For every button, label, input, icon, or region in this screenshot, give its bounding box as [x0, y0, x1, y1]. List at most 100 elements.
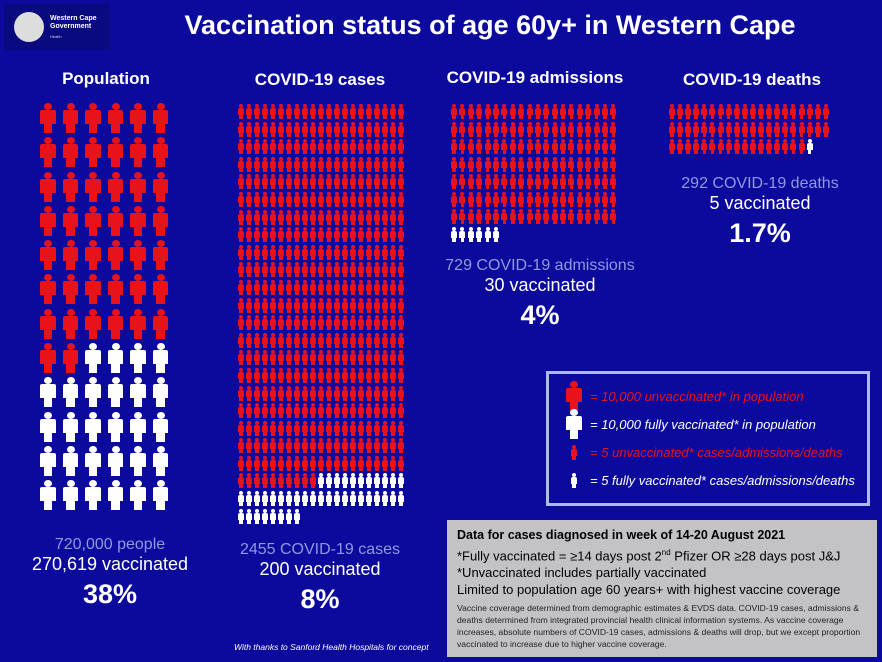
person-unvaccinated-icon — [374, 191, 380, 207]
person-unvaccinated-icon — [318, 209, 324, 225]
person-unvaccinated-icon — [602, 104, 609, 119]
person-unvaccinated-icon — [278, 403, 284, 419]
person-unvaccinated-icon — [286, 279, 292, 295]
person-unvaccinated-icon — [270, 455, 276, 471]
person-unvaccinated-icon — [342, 104, 348, 119]
person-unvaccinated-icon — [509, 139, 516, 154]
person-vaccinated-icon — [278, 491, 284, 507]
notes-small-print: Vaccine coverage determined from demogra… — [457, 603, 861, 650]
person-unvaccinated-icon — [318, 455, 324, 471]
person-unvaccinated-icon — [246, 403, 252, 419]
person-unvaccinated-icon — [526, 174, 533, 189]
person-unvaccinated-icon — [677, 139, 684, 154]
person-unvaccinated-icon — [334, 315, 340, 331]
cases-icon-grid — [238, 104, 406, 524]
person-unvaccinated-icon — [61, 308, 81, 339]
person-unvaccinated-icon — [61, 205, 81, 236]
cases-heading: COVID-19 cases — [254, 70, 386, 89]
person-unvaccinated-icon — [106, 103, 126, 133]
person-unvaccinated-icon — [238, 209, 244, 225]
person-unvaccinated-icon — [270, 367, 276, 383]
person-unvaccinated-icon — [398, 191, 404, 207]
person-unvaccinated-icon — [254, 350, 260, 366]
person-unvaccinated-icon — [350, 156, 356, 172]
person-unvaccinated-icon — [551, 209, 558, 224]
person-unvaccinated-icon — [484, 209, 491, 224]
person-unvaccinated-icon — [551, 121, 558, 137]
deaths-vaccinated: 5 vaccinated — [709, 193, 811, 213]
person-unvaccinated-icon — [382, 350, 388, 366]
legend: = 10,000 unvaccinated* in population = 1… — [546, 371, 870, 506]
person-unvaccinated-icon — [467, 209, 474, 224]
person-unvaccinated-icon — [326, 297, 332, 313]
person-unvaccinated-icon — [350, 438, 356, 454]
person-unvaccinated-icon — [543, 156, 550, 172]
person-unvaccinated-icon — [246, 367, 252, 383]
legend-text: = 10,000 unvaccinated* in population — [590, 388, 804, 404]
person-unvaccinated-icon — [374, 297, 380, 313]
person-unvaccinated-icon — [278, 121, 284, 137]
person-unvaccinated-icon — [534, 121, 541, 137]
person-unvaccinated-icon — [334, 367, 340, 383]
person-unvaccinated-icon — [238, 104, 244, 119]
person-unvaccinated-icon — [278, 139, 284, 155]
person-unvaccinated-icon — [286, 367, 292, 383]
person-unvaccinated-icon — [83, 103, 103, 133]
person-unvaccinated-icon — [543, 121, 550, 137]
person-vaccinated-icon — [451, 226, 457, 242]
person-unvaccinated-icon — [366, 227, 372, 243]
person-unvaccinated-icon — [38, 137, 58, 168]
person-unvaccinated-icon — [451, 209, 457, 224]
person-unvaccinated-icon — [342, 209, 348, 225]
person-unvaccinated-icon — [451, 174, 457, 189]
person-unvaccinated-icon — [278, 244, 284, 260]
person-vaccinated-icon — [390, 473, 396, 489]
person-unvaccinated-icon — [382, 227, 388, 243]
person-unvaccinated-icon — [366, 279, 372, 295]
person-unvaccinated-icon — [270, 121, 276, 137]
person-unvaccinated-icon — [318, 438, 324, 454]
person-unvaccinated-icon — [484, 174, 491, 189]
person-unvaccinated-icon — [518, 121, 525, 137]
person-unvaccinated-icon — [358, 174, 364, 190]
person-unvaccinated-icon — [286, 209, 292, 225]
person-unvaccinated-icon — [382, 139, 388, 155]
person-unvaccinated-icon — [334, 121, 340, 137]
person-unvaccinated-icon — [326, 244, 332, 260]
person-unvaccinated-icon — [294, 279, 300, 295]
person-vaccinated-icon — [38, 445, 58, 476]
person-unvaccinated-icon — [451, 139, 457, 154]
legend-big-red: = 10,000 unvaccinated* in population — [561, 381, 855, 411]
person-unvaccinated-icon — [326, 420, 332, 436]
person-unvaccinated-icon — [254, 104, 260, 119]
person-unvaccinated-icon — [278, 367, 284, 383]
deaths-stats: 292 COVID-19 deaths 5 vaccinated 1.7% — [650, 175, 870, 249]
person-unvaccinated-icon — [366, 262, 372, 278]
person-unvaccinated-icon — [350, 367, 356, 383]
person-unvaccinated-icon — [709, 139, 716, 154]
person-unvaccinated-icon — [278, 297, 284, 313]
person-unvaccinated-icon — [318, 244, 324, 260]
person-unvaccinated-icon — [806, 104, 813, 119]
person-unvaccinated-icon — [669, 121, 675, 137]
person-unvaccinated-icon — [560, 209, 567, 224]
person-unvaccinated-icon — [254, 332, 260, 348]
person-unvaccinated-icon — [398, 156, 404, 172]
person-unvaccinated-icon — [254, 174, 260, 190]
cases-vaccinated: 200 vaccinated — [259, 559, 381, 579]
person-unvaccinated-icon — [390, 139, 396, 155]
person-unvaccinated-icon — [749, 139, 756, 154]
person-unvaccinated-icon — [83, 171, 103, 202]
person-unvaccinated-icon — [526, 121, 533, 137]
person-unvaccinated-icon — [476, 209, 483, 224]
person-unvaccinated-icon — [106, 274, 126, 305]
person-unvaccinated-icon — [254, 420, 260, 436]
person-unvaccinated-icon — [398, 139, 404, 155]
person-unvaccinated-icon — [302, 139, 308, 155]
person-unvaccinated-icon — [262, 385, 268, 401]
person-unvaccinated-icon — [782, 121, 789, 137]
person-unvaccinated-icon — [294, 156, 300, 172]
person-unvaccinated-icon — [350, 297, 356, 313]
person-unvaccinated-icon — [366, 191, 372, 207]
person-unvaccinated-icon — [262, 104, 268, 119]
